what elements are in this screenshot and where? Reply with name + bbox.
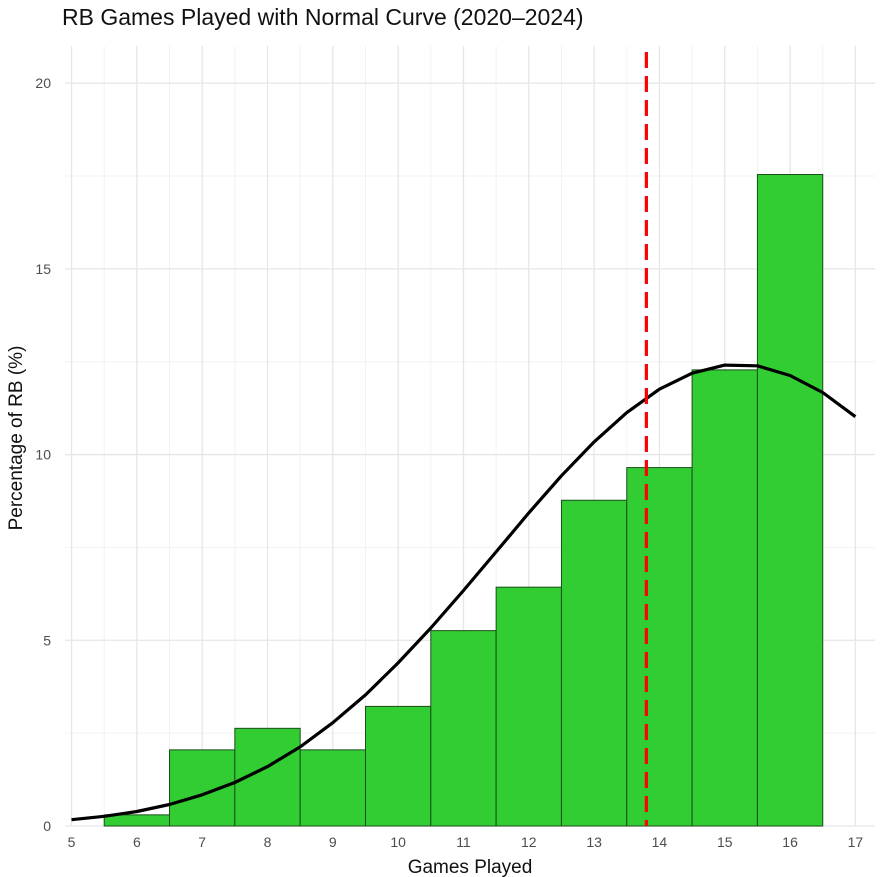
histogram-bar-11 xyxy=(430,630,497,827)
histogram-bar-16 xyxy=(756,174,824,827)
x-axis-title: Games Played xyxy=(408,857,533,877)
histogram-bar-13 xyxy=(560,499,628,827)
histogram-bar-7 xyxy=(169,749,236,827)
histogram-bar-15 xyxy=(691,369,758,827)
histogram-bar-9 xyxy=(299,749,366,827)
x-tick-label: 17 xyxy=(848,834,864,850)
histogram-bar-12 xyxy=(495,586,562,827)
histogram-bar-14 xyxy=(626,467,693,827)
histogram-bars xyxy=(103,174,824,827)
y-tick-label: 20 xyxy=(35,75,51,91)
histogram-bar-10 xyxy=(364,705,432,827)
x-tick-label: 16 xyxy=(782,834,798,850)
y-tick-label: 15 xyxy=(35,261,51,277)
x-tick-label: 5 xyxy=(68,834,76,850)
x-tick-label: 7 xyxy=(198,834,206,850)
y-axis-title: Percentage of RB (%) xyxy=(6,346,27,531)
chart-title: RB Games Played with Normal Curve (2020–… xyxy=(62,4,584,30)
y-tick-label: 10 xyxy=(35,447,51,463)
axis-tick-labels: 5 6 7 8 9 10 11 12 13 14 15 16 17 0 5 10 15 20 xyxy=(35,75,863,850)
normal-curve-line xyxy=(71,363,857,822)
y-tick-label: 0 xyxy=(43,818,51,834)
histogram-bar-6 xyxy=(103,814,171,827)
x-tick-label: 13 xyxy=(586,834,602,850)
normal-curve-layer xyxy=(71,363,857,822)
x-tick-label: 6 xyxy=(133,834,141,850)
y-tick-label: 5 xyxy=(43,632,51,648)
x-tick-label: 14 xyxy=(652,834,668,850)
x-tick-label: 12 xyxy=(521,834,537,850)
x-tick-label: 15 xyxy=(717,834,733,850)
x-tick-label: 8 xyxy=(264,834,272,850)
x-tick-label: 11 xyxy=(456,834,471,850)
x-tick-label: 9 xyxy=(329,834,337,850)
x-tick-label: 10 xyxy=(390,834,406,850)
